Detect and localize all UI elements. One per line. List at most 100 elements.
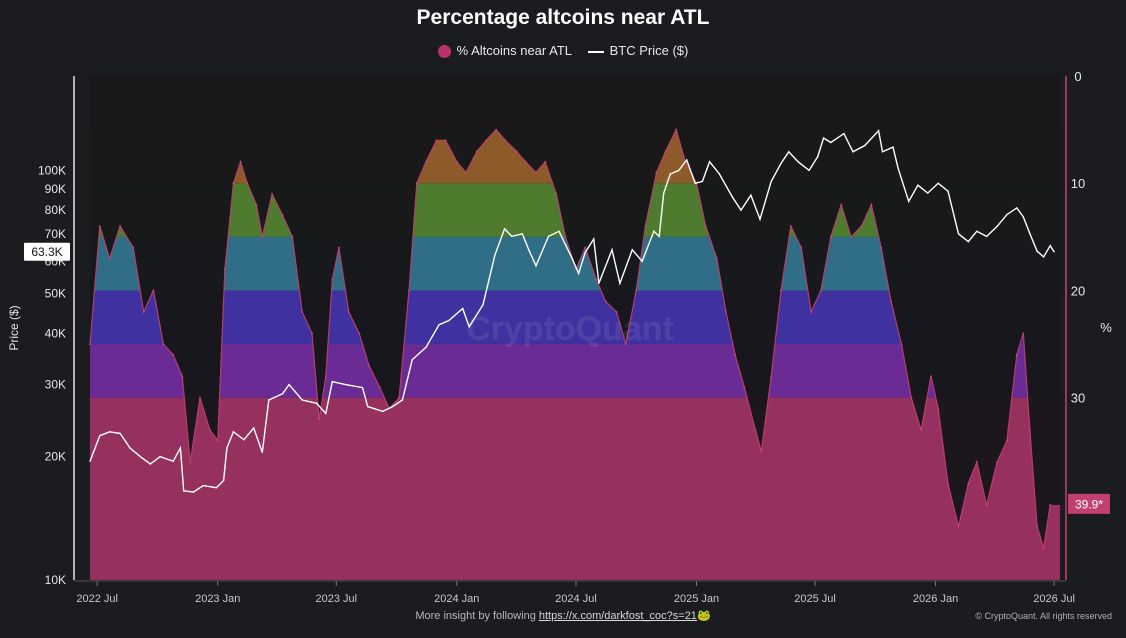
btc-point-13 (215, 487, 218, 489)
altcoins-point-5 (142, 311, 145, 313)
btc-point-89 (937, 182, 939, 184)
btc-point-42 (511, 235, 513, 238)
btc-point-77 (822, 137, 825, 139)
altcoins-point-17 (246, 182, 249, 185)
copyright: © CryptoQuant. All rights reserved (975, 611, 1112, 621)
altcoins-point-75 (800, 246, 803, 249)
btc-point-63 (694, 182, 696, 184)
btc-point-99 (1029, 233, 1031, 235)
btc-point-14 (222, 479, 225, 482)
btc-point-76 (817, 156, 819, 158)
btc-point-36 (448, 319, 450, 322)
btc-point-103 (1053, 251, 1055, 253)
pct-badge (1068, 493, 1110, 514)
footer-link[interactable]: https://x.com/darkfost_coc?s=21 (538, 610, 697, 622)
altcoins-point-23 (301, 311, 304, 313)
y-left-tick-8: 90K (45, 182, 66, 196)
pct-badge-label: 39.9* (1075, 497, 1103, 511)
altcoins-point-11 (199, 396, 201, 399)
btc-point-21 (281, 393, 284, 395)
altcoins-point-38 (435, 139, 438, 142)
btc-point-70 (759, 218, 761, 220)
btc-point-56 (641, 260, 643, 262)
btc-point-15 (226, 447, 228, 449)
altcoins-point-56 (615, 311, 618, 313)
altcoins-point-36 (415, 182, 418, 185)
altcoins-point-44 (495, 128, 497, 131)
btc-point-61 (678, 169, 680, 172)
altcoins-point-2 (108, 257, 111, 260)
btc-point-51 (593, 238, 595, 240)
btc-point-88 (927, 192, 929, 194)
btc-point-49 (577, 272, 580, 275)
altcoins-point-60 (655, 171, 658, 174)
legend-label-btc-price: BTC Price ($) (609, 43, 689, 59)
btc-point-19 (261, 451, 263, 453)
btc-point-95 (996, 225, 998, 228)
y-left-tick-6: 70K (45, 227, 66, 241)
series-line-btc-price (89, 129, 1055, 493)
btc-point-74 (797, 161, 799, 163)
altcoins-point-37 (425, 160, 427, 163)
chart-title: Percentage altcoins near ATL (416, 6, 710, 29)
altcoins-point-30 (358, 332, 361, 335)
btc-points (89, 130, 1055, 493)
btc-point-58 (658, 235, 660, 238)
altcoins-point-34 (398, 396, 400, 399)
altcoins-point-80 (850, 236, 852, 238)
btc-point-46 (547, 235, 550, 238)
btc-point-101 (1042, 256, 1045, 258)
altcoins-point-9 (181, 375, 184, 378)
x-tick-0: 2022 Jul (76, 593, 118, 605)
btc-point-59 (663, 192, 665, 194)
legend-item-btc-price[interactable]: BTC Price ($) (587, 43, 689, 59)
btc-point-92 (967, 240, 969, 243)
altcoins-point-13 (216, 439, 219, 442)
x-tick-6: 2025 Jul (794, 593, 836, 605)
btc-point-3 (119, 432, 121, 435)
btc-point-94 (985, 235, 988, 238)
altcoins-point-89 (937, 407, 940, 410)
altcoins-point-79 (840, 203, 843, 206)
btc-point-93 (976, 230, 978, 232)
altcoins-point-57 (624, 343, 627, 345)
btc-point-67 (731, 196, 734, 198)
y-left-tick-3: 40K (45, 326, 66, 340)
altcoins-point-14 (224, 268, 226, 270)
altcoins-point-102 (1049, 504, 1052, 506)
altcoins-point-87 (920, 429, 922, 431)
altcoins-point-22 (291, 236, 294, 238)
legend: % Altcoins near ATL BTC Price ($) (0, 42, 1126, 59)
btc-point-96 (1006, 213, 1008, 216)
btc-point-17 (243, 439, 245, 441)
legend-item-altcoins[interactable]: % Altcoins near ATL (437, 43, 572, 59)
altcoins-point-25 (318, 418, 321, 420)
btc-point-10 (183, 490, 185, 492)
y-left-tick-0: 10K (45, 573, 66, 587)
altcoins-point-61 (664, 150, 667, 153)
btc-point-25 (325, 412, 327, 415)
btc-point-53 (611, 249, 613, 251)
altcoins-point-45 (504, 139, 507, 142)
btc-point-5 (139, 456, 142, 458)
y-left-tick-9: 100K (38, 163, 66, 177)
altcoins-point-39 (444, 139, 447, 142)
altcoins-point-68 (734, 353, 736, 356)
altcoins-point-67 (725, 311, 727, 313)
altcoins-point-100 (1036, 525, 1038, 528)
btc-point-44 (528, 249, 530, 251)
price-badge (24, 242, 70, 261)
btc-point-64 (701, 180, 704, 183)
altcoins-point-40 (455, 160, 458, 163)
altcoins-point-10 (189, 461, 192, 463)
y-right-label: % (1100, 320, 1112, 335)
altcoins-point-6 (152, 289, 155, 292)
x-tick-4: 2024 Jul (555, 593, 597, 605)
x-tick-2: 2023 Jul (315, 593, 357, 605)
altcoins-area-mask (90, 76, 1060, 548)
altcoins-point-42 (476, 150, 478, 153)
btc-point-62 (686, 159, 688, 161)
btc-point-69 (750, 194, 752, 196)
btc-point-30 (382, 410, 384, 413)
btc-point-71 (770, 180, 772, 183)
